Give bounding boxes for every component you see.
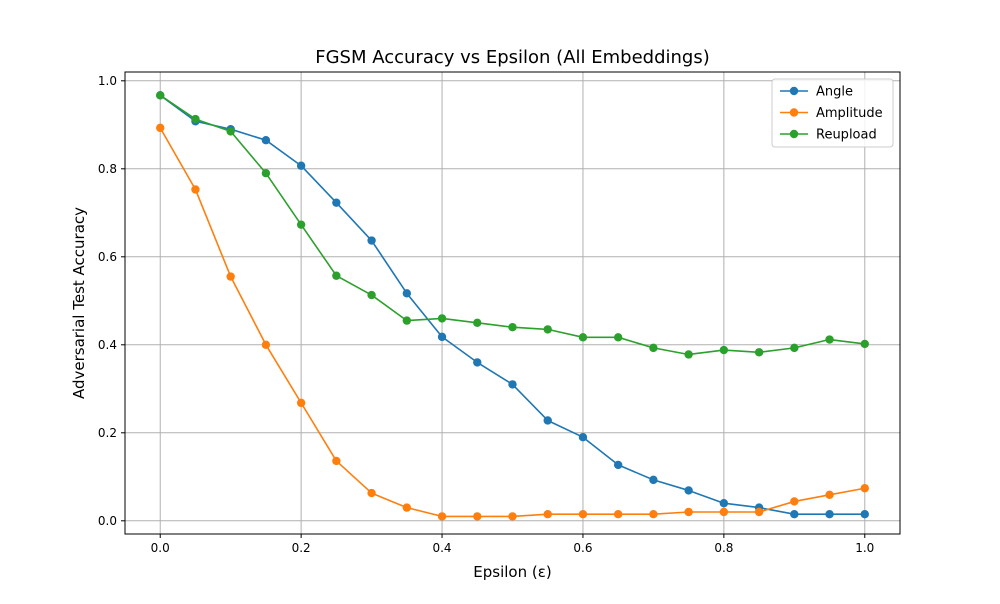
legend: Angle Amplitude Reupload — [771, 78, 894, 148]
data-point-reupload — [684, 350, 693, 359]
data-point-amplitude — [578, 510, 588, 519]
legend-label-amplitude: Amplitude — [816, 106, 883, 121]
series-angle — [156, 91, 869, 519]
data-point-amplitude — [261, 340, 271, 349]
data-point-angle — [367, 236, 376, 245]
y-tick-label: 0.4 — [98, 338, 117, 352]
data-point-amplitude — [156, 123, 165, 133]
data-point-reupload — [790, 343, 799, 353]
data-point-angle — [684, 486, 693, 495]
data-point-angle — [649, 475, 658, 485]
y-tick-label: 1.0 — [98, 74, 117, 88]
data-point-reupload — [473, 318, 482, 327]
data-point-reupload — [367, 290, 376, 300]
data-point-angle — [296, 161, 306, 170]
y-tick-label: 0.8 — [98, 162, 117, 176]
legend-marker-angle — [789, 86, 799, 96]
series-amplitude — [156, 123, 869, 521]
legend-label-angle: Angle — [816, 85, 853, 100]
data-point-reupload — [508, 323, 517, 332]
legend-label-reupload: Reupload — [816, 128, 877, 143]
data-point-angle — [437, 332, 447, 342]
data-point-reupload — [156, 91, 165, 100]
data-point-reupload — [754, 348, 764, 357]
x-axis-label: Epsilon (ε) — [473, 563, 551, 581]
data-point-reupload — [825, 335, 834, 344]
data-point-angle — [719, 499, 729, 508]
data-point-angle — [860, 510, 869, 519]
data-point-angle — [543, 416, 552, 425]
data-point-reupload — [332, 271, 341, 280]
data-point-amplitude — [437, 512, 447, 521]
data-point-amplitude — [508, 512, 517, 521]
data-point-amplitude — [825, 490, 834, 500]
data-point-angle — [578, 433, 588, 442]
grid — [125, 72, 900, 534]
y-tick-label: 0.6 — [98, 250, 117, 264]
x-tick-label: 0.4 — [432, 541, 451, 555]
data-point-reupload — [578, 333, 588, 342]
data-point-amplitude — [790, 497, 799, 506]
data-point-amplitude — [226, 272, 235, 281]
series-group — [156, 91, 869, 521]
data-point-angle — [790, 510, 799, 519]
x-tick-label: 0.6 — [573, 541, 592, 555]
chart-title: FGSM Accuracy vs Epsilon (All Embeddings… — [315, 47, 710, 68]
x-tick-label: 0.8 — [714, 541, 733, 555]
data-point-reupload — [543, 325, 552, 334]
data-point-reupload — [437, 314, 447, 323]
data-point-reupload — [191, 114, 200, 124]
ticks: 0.0 0.2 0.4 0.6 0.8 1.0 0.0 0.2 0.4 0.6 0.8 1.0 — [98, 74, 874, 555]
data-point-angle — [261, 136, 271, 145]
data-point-amplitude — [367, 488, 376, 498]
data-point-reupload — [226, 127, 235, 136]
x-tick-label: 0.0 — [151, 541, 170, 555]
data-point-amplitude — [719, 507, 729, 517]
data-point-amplitude — [860, 484, 869, 493]
x-tick-label: 0.2 — [292, 541, 311, 555]
data-point-amplitude — [754, 507, 764, 517]
data-point-amplitude — [332, 456, 341, 466]
data-point-reupload — [613, 333, 623, 342]
data-point-reupload — [296, 220, 306, 229]
data-point-angle — [508, 380, 517, 389]
legend-marker-amplitude — [789, 108, 799, 117]
data-point-amplitude — [402, 503, 412, 512]
x-tick-label: 1.0 — [855, 541, 874, 555]
data-point-amplitude — [543, 510, 552, 519]
data-point-angle — [825, 510, 834, 519]
data-point-amplitude — [191, 185, 200, 194]
legend-box — [771, 78, 894, 148]
data-point-reupload — [261, 169, 271, 178]
data-point-angle — [332, 198, 341, 207]
data-point-reupload — [719, 345, 729, 355]
legend-marker-reupload — [789, 129, 799, 139]
data-point-reupload — [649, 343, 658, 353]
data-point-reupload — [860, 339, 869, 349]
series-reupload — [156, 91, 869, 359]
y-tick-label: 0.0 — [98, 514, 117, 528]
data-point-angle — [402, 289, 412, 298]
data-point-angle — [473, 358, 482, 367]
data-point-amplitude — [296, 398, 306, 408]
data-point-amplitude — [473, 512, 482, 521]
plot-frame — [124, 71, 901, 535]
data-point-reupload — [402, 316, 412, 325]
data-point-amplitude — [613, 510, 623, 519]
data-point-angle — [613, 460, 623, 470]
data-point-amplitude — [684, 507, 693, 517]
y-axis-label: Adversarial Test Accuracy — [70, 207, 88, 399]
y-tick-label: 0.2 — [98, 426, 117, 440]
data-point-amplitude — [649, 510, 658, 519]
